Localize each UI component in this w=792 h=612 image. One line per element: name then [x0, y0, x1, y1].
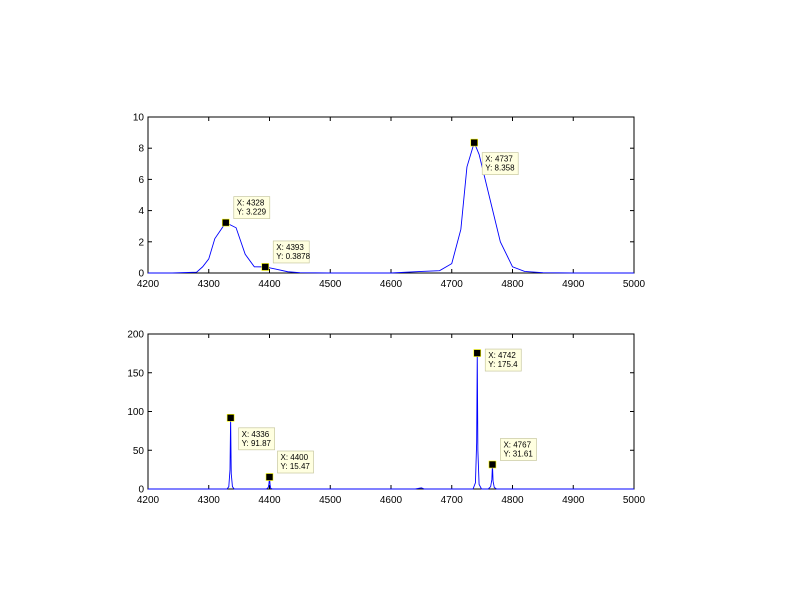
bottom-datatip-x-label: X: 4742	[488, 351, 516, 360]
bottom-y-tick-label: 150	[127, 368, 144, 379]
top-y-tick-label: 4	[138, 206, 144, 217]
top-datatip-x-label: X: 4393	[276, 243, 304, 252]
bottom-x-tick-label: 5000	[623, 495, 646, 506]
top-x-tick-label: 4600	[380, 279, 403, 290]
top-y-tick-label: 10	[133, 113, 145, 124]
top-y-tick-label: 2	[138, 237, 144, 248]
bottom-y-tick-label: 50	[133, 446, 145, 457]
top-y-tick-label: 6	[138, 175, 144, 186]
top-y-tick-label: 0	[138, 269, 144, 280]
top-x-tick-label: 4900	[562, 279, 585, 290]
bottom-datatip-box	[238, 427, 275, 451]
bottom-x-tick-label: 4400	[258, 495, 281, 506]
top-datatip-box	[272, 240, 310, 264]
top-datatip-y-label: Y: 8.358	[485, 164, 515, 173]
bottom-y-tick-label: 0	[138, 485, 144, 496]
top-x-tick-label: 4400	[258, 279, 281, 290]
top-datatip-marker	[261, 263, 270, 271]
bottom-x-tick-label: 4700	[441, 495, 464, 506]
bottom-x-tick-label: 4900	[562, 495, 585, 506]
bottom-axes: 4200 4300 4400 4500 4600 4700 4800 4900 5000 0 50 1…	[127, 330, 645, 507]
bottom-axes-frame	[147, 333, 635, 490]
bottom-datatip-marker	[488, 460, 497, 469]
bottom-datatip-x-label: X: 4400	[281, 453, 309, 462]
top-axes: 4200 4300 4400 4500 4600 4700 4800 4900 5000 0 2 4 6…	[133, 113, 646, 291]
bottom-x-tick-label: 4300	[198, 495, 221, 506]
top-x-tick-label: 4200	[137, 279, 160, 290]
top-x-tick-label: 4500	[319, 279, 342, 290]
bottom-datatip-marker	[265, 473, 274, 481]
bottom-x-tick-label: 4800	[501, 495, 524, 506]
top-y-tick-label: 8	[138, 144, 144, 155]
top-datatip-x-label: X: 4328	[237, 199, 265, 208]
top-datatip-x-label: X: 4737	[485, 155, 513, 164]
bottom-datatip-x-label: X: 4336	[242, 430, 270, 439]
top-x-tick-label: 5000	[623, 279, 646, 290]
top-datatip-y-label: Y: 0.3878	[276, 252, 310, 261]
bottom-datatip-y-label: Y: 91.87	[242, 439, 272, 448]
top-datatip-marker	[470, 138, 479, 147]
top-x-tick-label: 4700	[441, 279, 464, 290]
top-x-tick-label: 4800	[501, 279, 524, 290]
bottom-datatip-box	[484, 348, 522, 372]
bottom-datatip-box	[500, 438, 537, 461]
top-datatip-y-label: Y: 3.229	[237, 208, 267, 217]
bottom-datatip-marker	[226, 414, 235, 422]
bottom-y-tick-label: 200	[127, 330, 144, 341]
top-axes-frame	[147, 116, 635, 274]
bottom-datatip-box	[277, 450, 314, 474]
bottom-x-tick-label: 4200	[137, 495, 160, 506]
bottom-x-tick-label: 4600	[380, 495, 403, 506]
bottom-y-tick-label: 100	[127, 407, 144, 418]
top-x-tick-label: 4300	[198, 279, 221, 290]
bottom-datatip-y-label: Y: 15.47	[281, 462, 311, 471]
bottom-series-line	[148, 353, 634, 490]
bottom-datatip-marker	[473, 349, 482, 357]
top-series-line	[148, 141, 634, 274]
bottom-datatip-x-label: X: 4767	[503, 441, 531, 450]
top-datatip-box	[481, 152, 519, 175]
bottom-x-tick-label: 4500	[319, 495, 342, 506]
bottom-datatip-y-label: Y: 31.61	[503, 450, 533, 459]
top-datatip-box	[233, 196, 271, 219]
bottom-datatip-y-label: Y: 175.4	[488, 360, 518, 369]
top-datatip-marker	[221, 218, 230, 227]
